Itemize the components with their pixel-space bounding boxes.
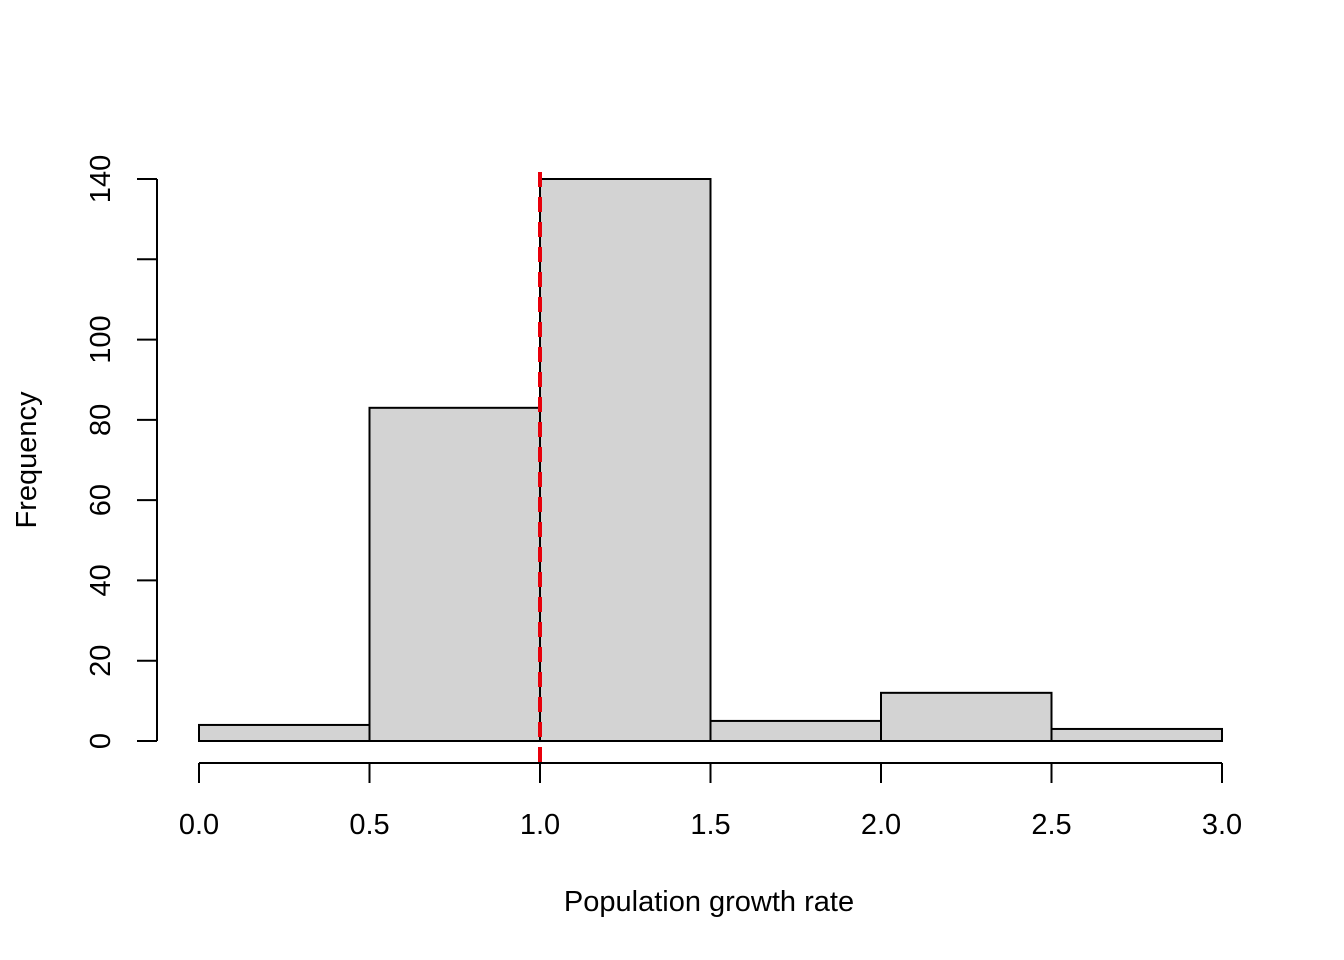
- y-axis: 0 20 40 60 80 100 140: [85, 155, 158, 749]
- bars-group: [198, 178, 1223, 743]
- histogram-bar-4: [880, 691, 1053, 742]
- histogram-bar-1: [368, 406, 541, 742]
- y-tick-label: 100: [85, 315, 117, 363]
- y-tick-label: 20: [85, 645, 117, 677]
- x-tick-label: 0.0: [179, 809, 219, 841]
- histogram-bar-5: [1050, 727, 1223, 743]
- histogram-bar-0: [198, 723, 371, 743]
- x-axis: 0.0 0.5 1.0 1.5 2.0 2.5 3.0: [179, 762, 1242, 841]
- x-tick-label: 2.5: [1031, 809, 1071, 841]
- x-tick-label: 1.5: [690, 809, 730, 841]
- y-tick-label: 60: [85, 484, 117, 516]
- x-tick-label: 3.0: [1202, 809, 1242, 841]
- y-tick-label: 80: [85, 404, 117, 436]
- y-axis-title: Frequency: [11, 391, 43, 529]
- x-axis-title: Population growth rate: [564, 886, 854, 918]
- x-tick-label: 0.5: [349, 809, 389, 841]
- x-tick-label: 2.0: [861, 809, 901, 841]
- histogram-bar-3: [709, 719, 882, 743]
- y-tick-label: 40: [85, 564, 117, 596]
- x-tick-label: 1.0: [520, 809, 560, 841]
- histogram-bar-2: [539, 178, 712, 742]
- y-tick-label: 140: [85, 155, 117, 203]
- y-tick-label: 0: [85, 733, 117, 749]
